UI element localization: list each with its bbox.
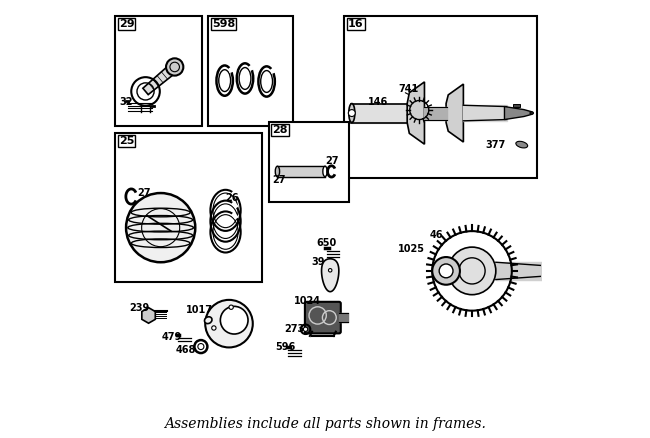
- Ellipse shape: [275, 166, 280, 177]
- Bar: [208, 16, 292, 126]
- Circle shape: [439, 264, 453, 278]
- Text: 27: 27: [137, 188, 150, 198]
- Text: 741: 741: [398, 84, 419, 94]
- Text: 27: 27: [325, 155, 339, 166]
- Text: 273: 273: [284, 324, 304, 334]
- Circle shape: [205, 300, 253, 347]
- Polygon shape: [407, 82, 424, 144]
- Polygon shape: [513, 103, 519, 106]
- Text: Assemblies include all parts shown in frames.: Assemblies include all parts shown in fr…: [164, 417, 486, 431]
- Text: 46: 46: [430, 230, 443, 240]
- Bar: [269, 122, 349, 202]
- Text: 239: 239: [129, 303, 150, 313]
- Circle shape: [432, 257, 460, 285]
- Circle shape: [348, 110, 356, 117]
- Circle shape: [328, 268, 332, 272]
- Ellipse shape: [205, 317, 212, 324]
- Circle shape: [448, 247, 496, 295]
- Circle shape: [304, 327, 307, 332]
- FancyBboxPatch shape: [305, 302, 341, 333]
- Text: 1024: 1024: [294, 296, 321, 306]
- Polygon shape: [322, 259, 339, 292]
- Circle shape: [198, 343, 204, 350]
- Text: 29: 29: [119, 19, 135, 29]
- Text: 39: 39: [311, 257, 324, 267]
- Text: 32: 32: [120, 97, 133, 107]
- Ellipse shape: [516, 141, 528, 148]
- Text: 596: 596: [275, 342, 296, 352]
- Circle shape: [220, 306, 248, 334]
- Text: 26: 26: [226, 193, 239, 203]
- Bar: [115, 16, 202, 126]
- Ellipse shape: [530, 112, 534, 114]
- Polygon shape: [545, 266, 553, 276]
- Circle shape: [212, 326, 216, 330]
- Bar: [344, 16, 537, 178]
- Text: 146: 146: [369, 97, 389, 107]
- Ellipse shape: [323, 166, 327, 177]
- Circle shape: [229, 305, 233, 309]
- Polygon shape: [504, 106, 532, 120]
- Circle shape: [166, 58, 183, 76]
- Ellipse shape: [126, 193, 195, 262]
- Polygon shape: [446, 84, 463, 142]
- Text: 468: 468: [176, 345, 196, 355]
- Text: 598: 598: [212, 19, 235, 29]
- Text: 1025: 1025: [398, 244, 424, 254]
- Bar: [115, 133, 263, 282]
- Text: 27: 27: [272, 175, 286, 185]
- Text: 25: 25: [119, 136, 134, 146]
- Text: 16: 16: [348, 19, 363, 29]
- Text: 377: 377: [485, 141, 505, 151]
- Text: 650: 650: [317, 238, 337, 248]
- Polygon shape: [143, 63, 178, 95]
- Text: 28: 28: [272, 125, 288, 135]
- Text: 479: 479: [162, 332, 182, 342]
- Text: 1017: 1017: [186, 305, 213, 315]
- Ellipse shape: [349, 103, 355, 123]
- Polygon shape: [142, 307, 155, 323]
